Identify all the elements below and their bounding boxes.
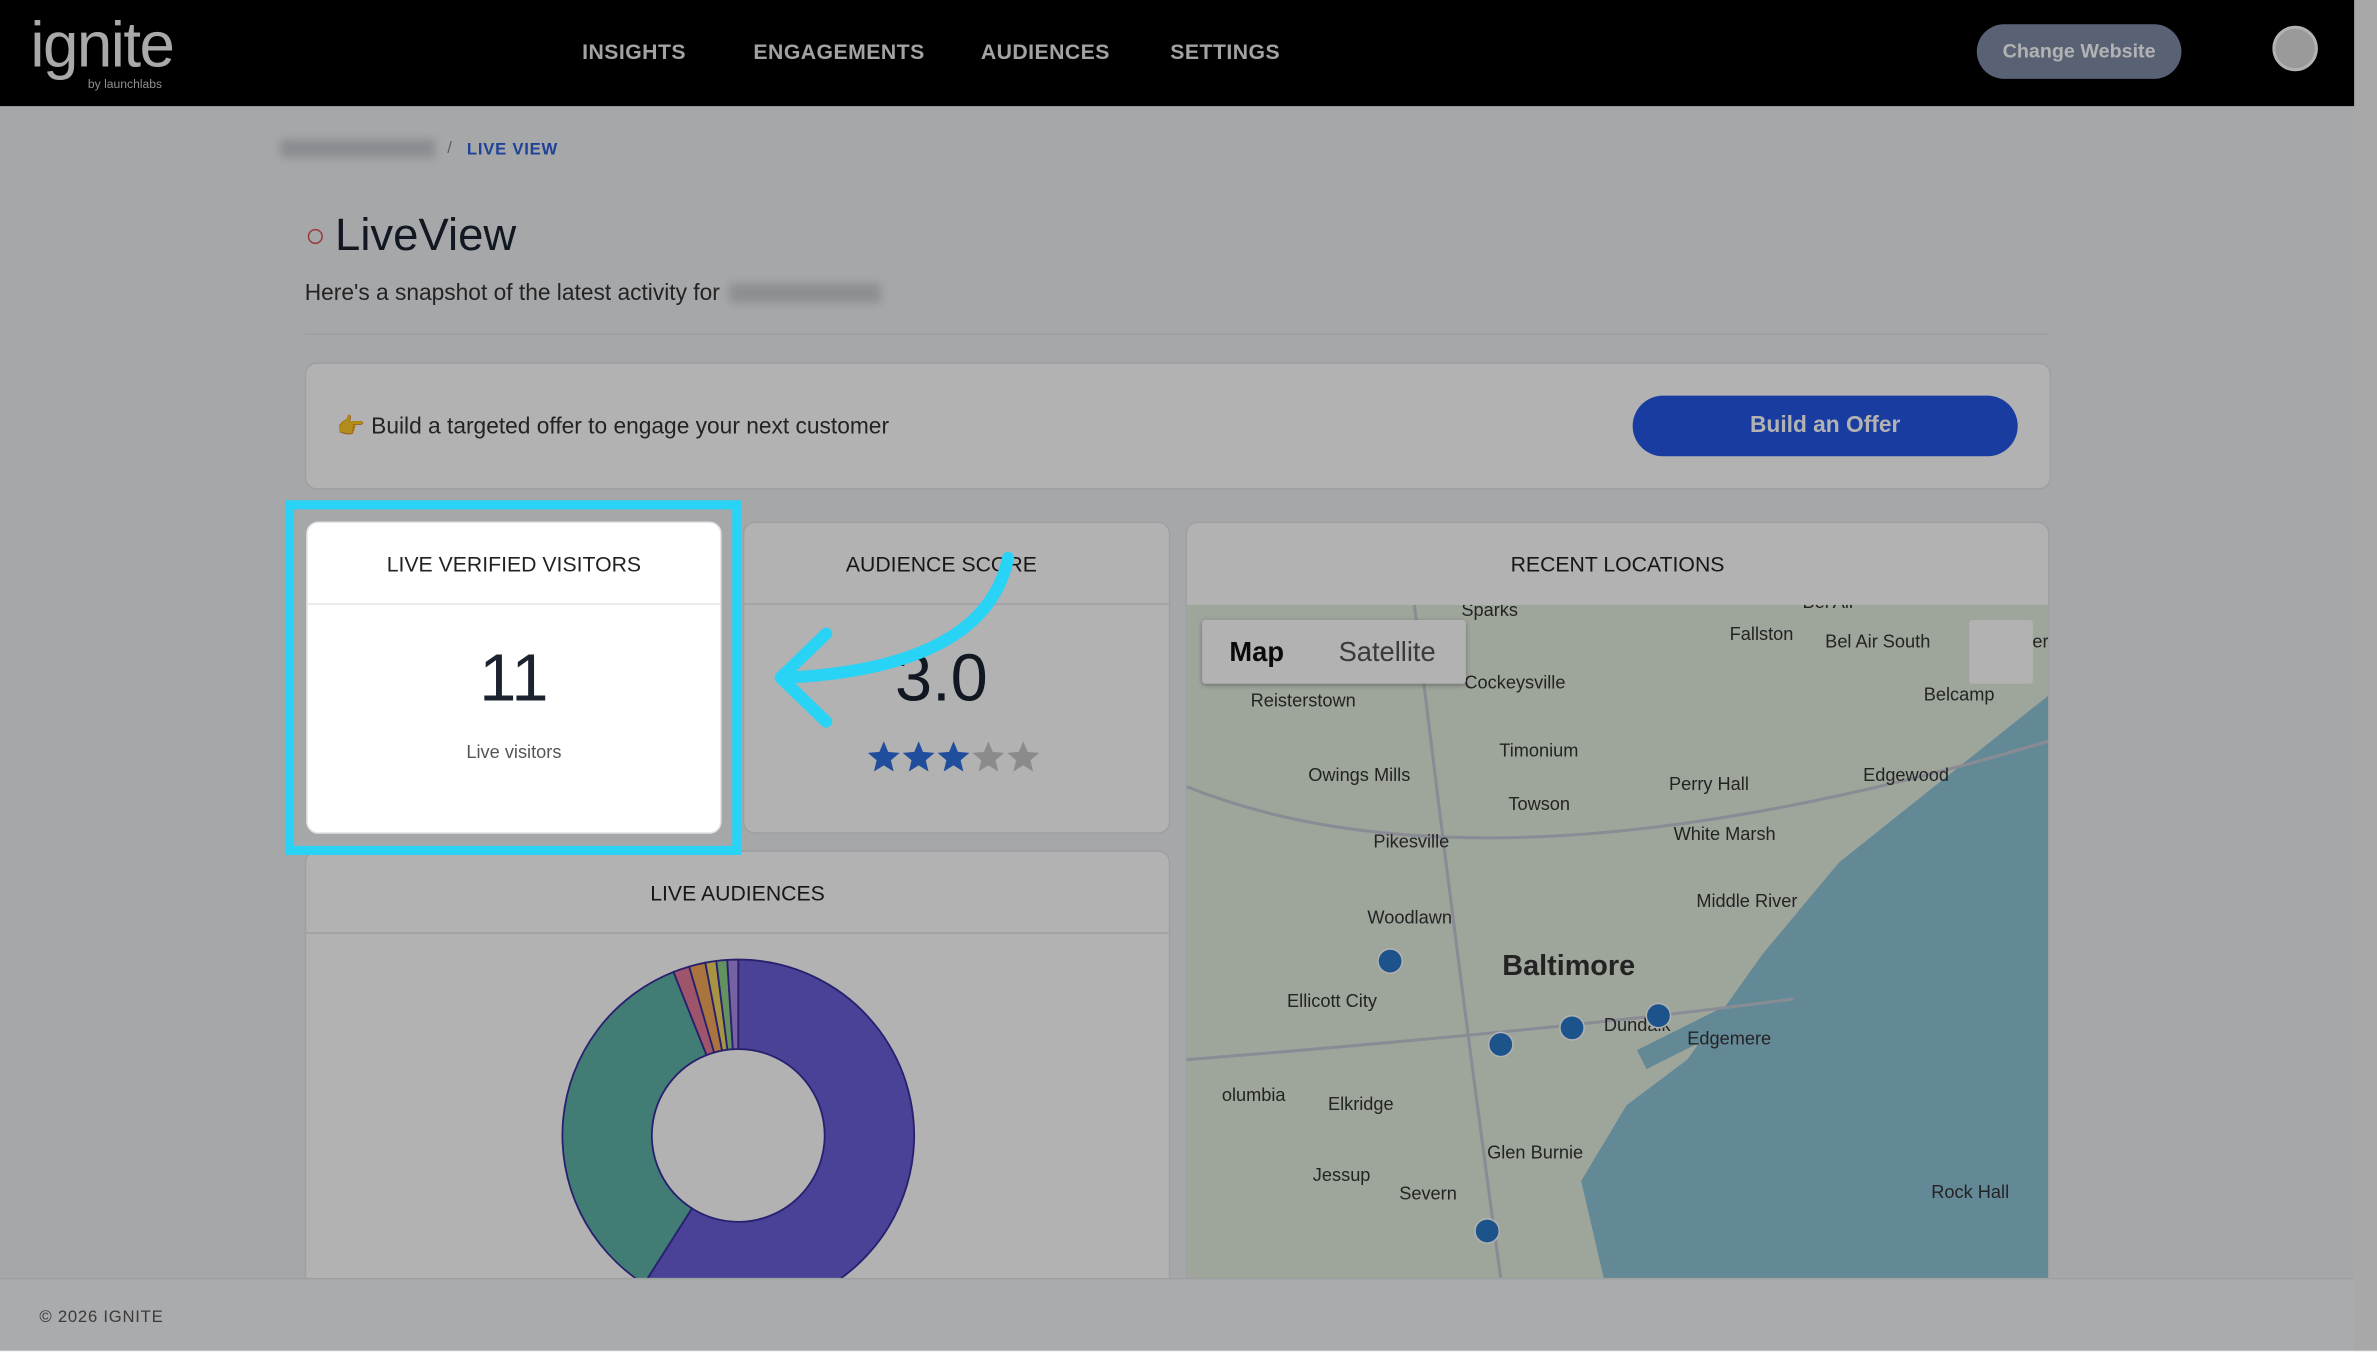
change-website-button[interactable]: Change Website xyxy=(1976,24,2182,79)
divider xyxy=(304,333,2049,336)
page-subtitle: Here's a snapshot of the latest activity… xyxy=(304,280,720,307)
donut-chart xyxy=(561,958,916,1307)
map-button[interactable]: Map xyxy=(1229,636,1285,668)
highlight-box xyxy=(284,500,742,855)
star xyxy=(867,741,900,772)
donut-slice xyxy=(561,970,708,1286)
divider xyxy=(306,932,1169,934)
map-label: Severn xyxy=(1399,1183,1457,1203)
map-label: Rock Hall xyxy=(1931,1182,2009,1202)
map-label: Ellicott City xyxy=(1287,991,1378,1011)
map-label: Edgemere xyxy=(1687,1029,1771,1049)
location-marker xyxy=(1645,1002,1672,1029)
map-label: olumbia xyxy=(1222,1085,1287,1105)
map-label: Fallston xyxy=(1730,624,1794,644)
logo-sub: by launchlabs xyxy=(87,77,163,91)
footer-text: © 2026 IGNITE xyxy=(39,1308,164,1327)
map-label: Bel Air xyxy=(1802,605,1855,612)
map-label: Perry Hall xyxy=(1669,774,1749,794)
map-label: Bel Air South xyxy=(1825,632,1930,652)
offer-banner: 👉 Build a targeted offer to engage your … xyxy=(304,362,2052,490)
map-type-control: Map Satellite xyxy=(1202,620,1466,684)
audiences-card: LIVE AUDIENCES xyxy=(304,850,1171,1309)
card-title: LIVE AUDIENCES xyxy=(650,880,825,906)
breadcrumb-current: LIVE VIEW xyxy=(466,140,559,160)
divider xyxy=(744,603,1169,605)
live-dot xyxy=(307,228,323,245)
card-title: RECENT LOCATIONS xyxy=(1510,551,1725,577)
navbar: ignite by launchlabs INSIGHTS ENGAGEMENT… xyxy=(0,0,2355,107)
nav-item[interactable]: INSIGHTS xyxy=(582,39,687,64)
donut-slice xyxy=(726,958,740,1051)
map-button[interactable]: Satellite xyxy=(1338,636,1436,668)
map-label: Owings Mills xyxy=(1308,765,1410,785)
map-label: Middle River xyxy=(1696,891,1797,911)
map-label: Belcamp xyxy=(1924,685,1995,705)
nav-item[interactable]: ENGAGEMENTS xyxy=(753,39,925,64)
map-label: Woodlawn xyxy=(1367,907,1452,927)
site-blurred xyxy=(729,283,881,304)
nav-item[interactable]: SETTINGS xyxy=(1170,39,1281,64)
nav-item[interactable]: AUDIENCES xyxy=(980,39,1110,64)
map-label: Cockeysville xyxy=(1464,673,1565,693)
map-label: Jessup xyxy=(1313,1165,1371,1185)
visitors-card: LIVE VERIFIED VISITORS 11 Live visitors xyxy=(306,521,722,834)
divider xyxy=(307,603,721,605)
map-label: Timonium xyxy=(1499,741,1578,761)
map-label: Baltimore xyxy=(1502,950,1635,982)
avatar[interactable] xyxy=(2272,25,2318,72)
location-marker xyxy=(1559,1014,1585,1041)
donut-slice xyxy=(642,958,916,1307)
logo[interactable]: ignite xyxy=(30,9,175,81)
scrollbar xyxy=(2354,0,2377,1351)
breadcrumb-sep: / xyxy=(447,139,452,158)
map-label: Glen Burnie xyxy=(1487,1142,1583,1162)
map-label: Pikesville xyxy=(1373,832,1449,852)
location-marker xyxy=(1474,1218,1501,1244)
footer: © 2026 IGNITE xyxy=(0,1277,2355,1352)
map-label: Sparks xyxy=(1461,605,1518,620)
build-offer-button[interactable]: Build an Offer xyxy=(1632,395,2018,457)
star xyxy=(902,741,935,772)
visitors-value: 11 xyxy=(479,641,549,716)
star xyxy=(972,741,1005,772)
map-label: White Marsh xyxy=(1674,824,1776,844)
map-label: Reisterstown xyxy=(1251,691,1356,711)
visitors-caption: Live visitors xyxy=(466,741,562,763)
map[interactable]: Bel Air NorthChurchvilleBel AirFallstonB… xyxy=(1186,604,2049,1312)
map-label: Elkridge xyxy=(1328,1094,1394,1114)
card-title: LIVE VERIFIED VISITORS xyxy=(386,551,642,577)
offer-text: 👉 Build a targeted offer to engage your … xyxy=(336,413,890,440)
star xyxy=(1007,741,1040,772)
map-label: Edgewood xyxy=(1863,765,1949,785)
fullscreen-button[interactable] xyxy=(1969,620,2033,684)
location-marker xyxy=(1377,948,1404,974)
stars xyxy=(867,741,1040,772)
map-label: Towson xyxy=(1508,794,1570,814)
page-title: LiveView xyxy=(335,210,517,261)
breadcrumb-blurred xyxy=(280,139,436,158)
location-marker xyxy=(1487,1031,1514,1058)
star xyxy=(937,741,970,772)
